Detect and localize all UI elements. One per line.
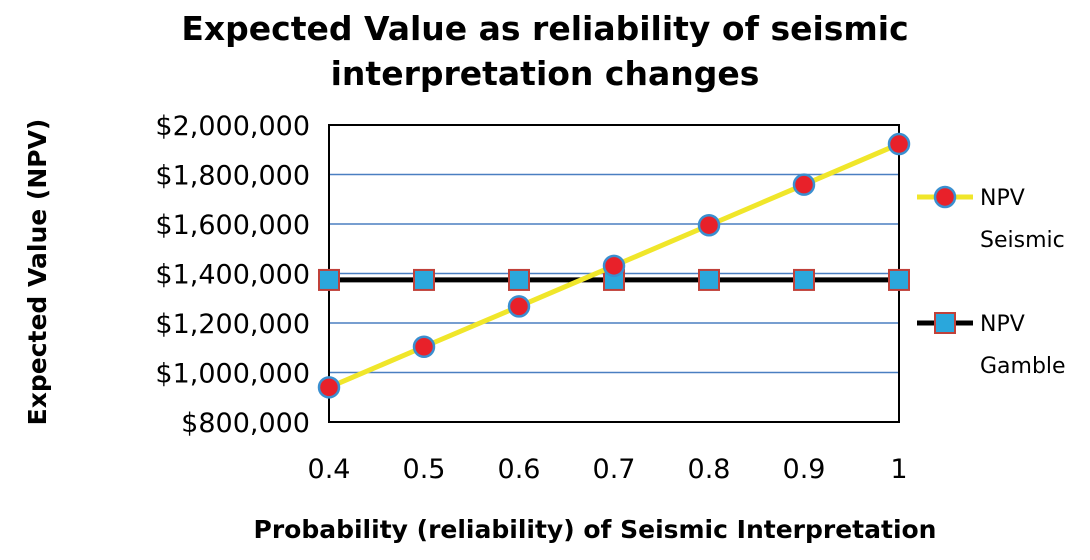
npv-gamble-point [413, 268, 435, 291]
legend: NPV Seismic NPV Gamble [917, 185, 1066, 379]
x-tick-label: 0.5 [403, 454, 446, 485]
npv-seismic-point [602, 254, 626, 278]
y-axis-label: Expected Value (NPV) [23, 119, 52, 426]
npv-seismic-point [697, 213, 721, 237]
y-axis-ticks: $800,000 $1,000,000 $1,200,000 $1,400,000 $1… [155, 111, 310, 439]
x-tick-label: 0.4 [308, 454, 351, 485]
y-tick-label: $1,600,000 [155, 210, 310, 241]
npv-gamble-point [888, 268, 910, 291]
y-tick-label: $1,400,000 [155, 260, 310, 291]
legend-marker [933, 185, 957, 209]
legend-label: NPV [980, 312, 1025, 337]
npv-seismic-point [317, 376, 341, 399]
npv-gamble-point [793, 268, 815, 291]
series [317, 132, 911, 399]
x-tick-label: 0.8 [688, 454, 731, 485]
chart-title-line: Expected Value as reliability of seismic [181, 9, 908, 48]
y-tick-label: $1,000,000 [155, 359, 310, 390]
x-tick-label: 1 [890, 454, 907, 485]
x-tick-label: 0.7 [593, 454, 636, 485]
x-axis-label: Probability (reliability) of Seismic Int… [254, 515, 937, 544]
legend-marker [934, 312, 956, 334]
npv-seismic-point [887, 132, 911, 156]
y-tick-label: $800,000 [181, 408, 310, 439]
y-tick-label: $1,800,000 [155, 161, 310, 192]
npv-seismic-point [412, 335, 436, 359]
y-tick-label: $1,200,000 [155, 309, 310, 340]
x-tick-label: 0.6 [498, 454, 541, 485]
npv-seismic-point [792, 173, 816, 196]
npv-gamble-point [508, 268, 530, 291]
npv-gamble-point [698, 268, 720, 291]
y-tick-label: $2,000,000 [155, 111, 310, 142]
chart-title: Expected Value as reliability of seismic… [181, 9, 908, 93]
x-tick-label: 0.9 [783, 454, 826, 485]
npv-seismic-point [507, 295, 531, 318]
legend-label: Gamble [980, 354, 1066, 379]
npv-gamble-point [318, 268, 340, 291]
legend-label: Seismic [980, 228, 1065, 253]
chart-title-line: interpretation changes [331, 54, 760, 93]
legend-label: NPV [980, 186, 1025, 211]
x-axis-ticks: 0.4 0.5 0.6 0.7 0.8 0.9 1 [308, 454, 908, 485]
